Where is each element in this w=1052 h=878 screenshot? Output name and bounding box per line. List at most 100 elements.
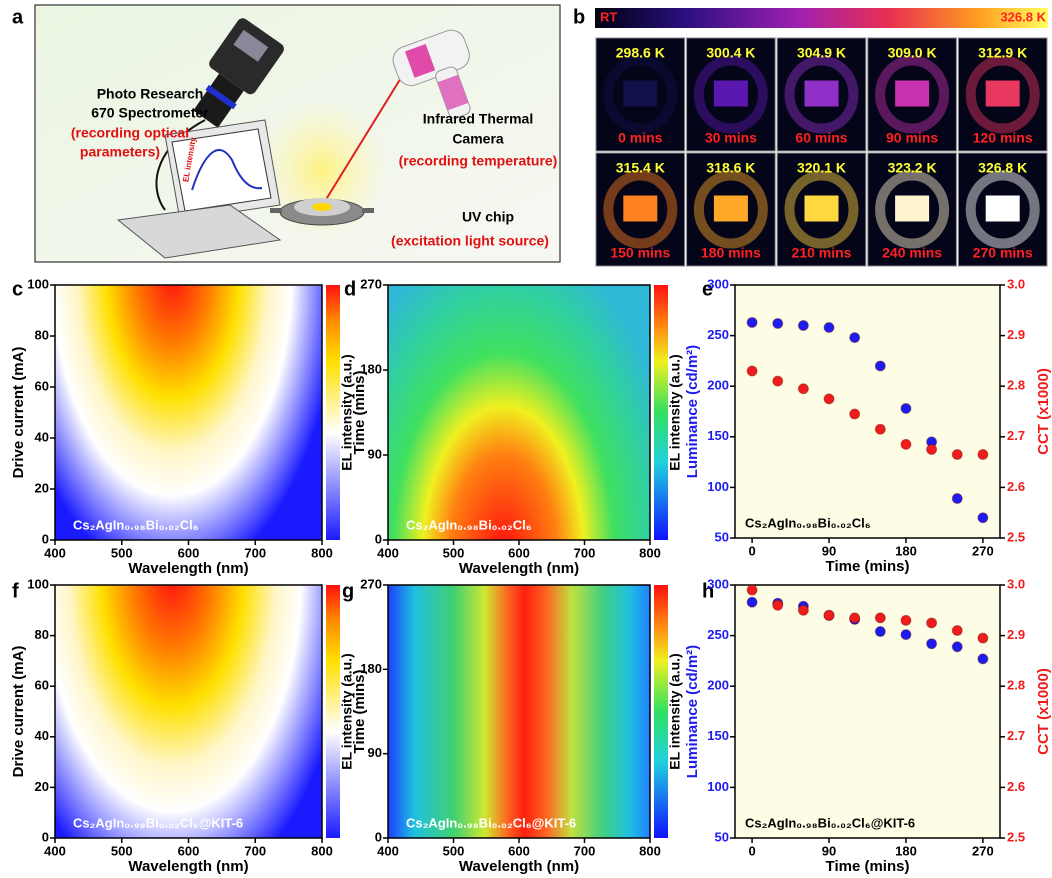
y-tick-label: 200 bbox=[707, 378, 729, 393]
colorbar-label: EL intensity (a.u.) bbox=[667, 354, 683, 470]
data-point bbox=[773, 318, 783, 328]
sample-label: Cs₂AgIn₀.₉₈Bi₀.₀₂Cl₆@KIT-6 bbox=[406, 815, 576, 830]
y2-tick-label: 2.5 bbox=[1007, 529, 1025, 544]
y-tick-label: 0 bbox=[375, 829, 382, 844]
thermal-hotspot bbox=[895, 196, 929, 222]
setup-illustration: Photo Research 670 Spectrometer (recordi… bbox=[35, 5, 560, 262]
x-tick-label: 400 bbox=[44, 545, 66, 560]
data-point bbox=[824, 323, 834, 333]
data-point bbox=[901, 630, 911, 640]
thermal-hotspot bbox=[895, 81, 929, 107]
x-tick-label: 600 bbox=[178, 843, 200, 858]
x-tick-label: 500 bbox=[111, 545, 133, 560]
y-tick-label: 270 bbox=[360, 276, 382, 291]
x-tick-label: 800 bbox=[639, 545, 661, 560]
y-tick-label: 80 bbox=[35, 327, 49, 342]
y-tick-label: 150 bbox=[707, 728, 729, 743]
tile-temperature: 300.4 K bbox=[706, 45, 755, 61]
scale-min: RT bbox=[600, 9, 617, 24]
plot-background bbox=[735, 585, 1000, 838]
thermal-hotspot bbox=[623, 81, 657, 107]
tile-time: 180 mins bbox=[701, 245, 761, 261]
x-tick-label: 0 bbox=[748, 843, 755, 858]
y2-tick-label: 3.0 bbox=[1007, 276, 1025, 291]
x-tick-label: 800 bbox=[311, 843, 333, 858]
y-tick-label: 20 bbox=[35, 480, 49, 495]
tile-time: 270 mins bbox=[973, 245, 1033, 261]
y2-tick-label: 2.9 bbox=[1007, 627, 1025, 642]
tile-time: 120 mins bbox=[973, 130, 1033, 146]
x-tick-label: 400 bbox=[377, 843, 399, 858]
y2-axis-label: CCT (x1000) bbox=[1035, 368, 1052, 455]
y2-tick-label: 2.6 bbox=[1007, 779, 1025, 794]
y-tick-label: 90 bbox=[368, 446, 382, 461]
data-point bbox=[850, 409, 860, 419]
y2-tick-label: 2.9 bbox=[1007, 327, 1025, 342]
y-tick-label: 0 bbox=[42, 829, 49, 844]
x-tick-label: 700 bbox=[574, 843, 596, 858]
x-axis-label: Wavelength (nm) bbox=[459, 560, 579, 577]
data-point bbox=[978, 513, 988, 523]
data-point bbox=[773, 600, 783, 610]
data-point bbox=[978, 633, 988, 643]
data-point bbox=[875, 613, 885, 623]
tile-temperature: 326.8 K bbox=[978, 160, 1027, 176]
data-point bbox=[901, 403, 911, 413]
sample-label: Cs₂AgIn₀.₉₈Bi₀.₀₂Cl₆@KIT-6 bbox=[745, 815, 915, 830]
data-point bbox=[798, 320, 808, 330]
y-axis-label: Time (mins) bbox=[351, 371, 368, 455]
x-tick-label: 600 bbox=[508, 843, 530, 858]
sample-label: Cs₂AgIn₀.₉₈Bi₀.₀₂Cl₆@KIT-6 bbox=[73, 815, 243, 830]
data-point bbox=[747, 585, 757, 595]
panel-label: c bbox=[12, 278, 23, 300]
chip-label: UV chip bbox=[462, 209, 514, 225]
thermal-hotspot bbox=[623, 196, 657, 222]
y2-tick-label: 3.0 bbox=[1007, 576, 1025, 591]
x-tick-label: 90 bbox=[822, 543, 836, 558]
thermal-hotspot bbox=[986, 81, 1020, 107]
panel-label: f bbox=[12, 580, 19, 602]
thermal-hotspot bbox=[714, 196, 748, 222]
data-point bbox=[952, 450, 962, 460]
chip-lead bbox=[270, 208, 282, 213]
tile-temperature: 309.0 K bbox=[888, 45, 937, 61]
tile-temperature: 320.1 K bbox=[797, 160, 846, 176]
chart-scatter: 2.52.62.72.82.93.0CCT (x1000)Cs₂AgIn₀.₉₈… bbox=[684, 276, 1052, 575]
spectrometer-label: Photo Research bbox=[97, 86, 204, 102]
data-point bbox=[773, 376, 783, 386]
y-axis-label: Drive current (mA) bbox=[10, 646, 27, 778]
data-point bbox=[875, 627, 885, 637]
page: {"panel_labels":["a","b","c","d","e","f"… bbox=[0, 0, 1052, 878]
y2-tick-label: 2.6 bbox=[1007, 479, 1025, 494]
data-point bbox=[850, 333, 860, 343]
camera-label: Infrared Thermal bbox=[423, 111, 533, 127]
y-tick-label: 60 bbox=[35, 378, 49, 393]
data-point bbox=[927, 618, 937, 628]
x-tick-label: 700 bbox=[244, 843, 266, 858]
y-tick-label: 90 bbox=[368, 745, 382, 760]
y-axis-label: Time (mins) bbox=[351, 670, 368, 754]
data-point bbox=[978, 654, 988, 664]
thermal-colorbar bbox=[595, 8, 1048, 28]
y-tick-label: 300 bbox=[707, 576, 729, 591]
x-tick-label: 800 bbox=[639, 843, 661, 858]
y-tick-label: 200 bbox=[707, 678, 729, 693]
data-point bbox=[952, 626, 962, 636]
x-tick-label: 700 bbox=[244, 545, 266, 560]
data-point bbox=[952, 494, 962, 504]
spectrometer-label: 670 Spectrometer bbox=[91, 105, 209, 121]
tile-time: 90 mins bbox=[886, 130, 938, 146]
x-tick-label: 500 bbox=[443, 843, 465, 858]
sample-label: Cs₂AgIn₀.₉₈Bi₀.₀₂Cl₆ bbox=[406, 517, 532, 532]
data-point bbox=[952, 642, 962, 652]
y2-tick-label: 2.7 bbox=[1007, 428, 1025, 443]
y-tick-label: 60 bbox=[35, 678, 49, 693]
chart-scatter: 2.52.62.72.82.93.0CCT (x1000)Cs₂AgIn₀.₉₈… bbox=[684, 576, 1052, 875]
y-tick-label: 250 bbox=[707, 327, 729, 342]
chip-lead bbox=[362, 208, 374, 213]
x-tick-label: 400 bbox=[44, 843, 66, 858]
spectrometer-note: (recording optical bbox=[71, 125, 189, 141]
data-point bbox=[747, 366, 757, 376]
x-tick-label: 270 bbox=[972, 543, 994, 558]
y-axis-label: Drive current (mA) bbox=[10, 347, 27, 479]
